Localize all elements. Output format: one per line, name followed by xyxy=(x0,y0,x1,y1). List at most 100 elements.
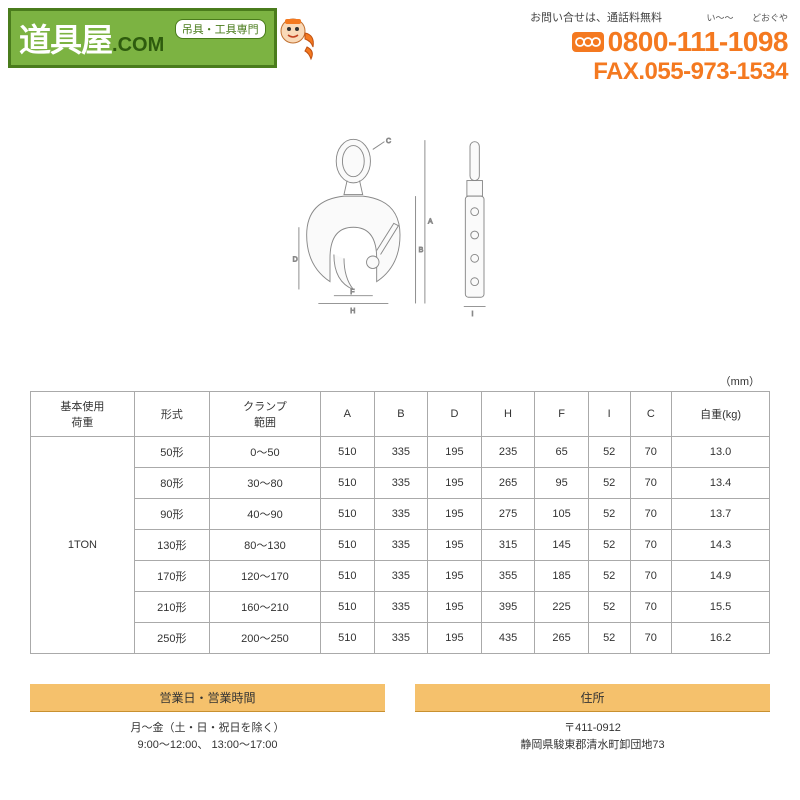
table-cell: 335 xyxy=(374,592,428,623)
table-cell: 200〜250 xyxy=(209,623,320,654)
table-cell: 335 xyxy=(374,468,428,499)
table-header: D xyxy=(428,392,482,437)
table-cell: 13.4 xyxy=(672,468,770,499)
table-cell: 90形 xyxy=(134,499,209,530)
table-cell: 70 xyxy=(630,437,672,468)
table-row: 170形120〜170510335195355185527014.9 xyxy=(31,561,770,592)
table-cell: 105 xyxy=(535,499,589,530)
logo: 道具屋.COM 吊具・工具専門 xyxy=(8,8,321,68)
table-cell: 95 xyxy=(535,468,589,499)
table-cell: 65 xyxy=(535,437,589,468)
table-row: 250形200〜250510335195435265527016.2 xyxy=(31,623,770,654)
table-cell: 70 xyxy=(630,592,672,623)
table-cell: 265 xyxy=(535,623,589,654)
table-row: 90形40〜90510335195275105527013.7 xyxy=(31,499,770,530)
table-cell: 510 xyxy=(321,530,375,561)
table-row: 210形160〜210510335195395225527015.5 xyxy=(31,592,770,623)
table-cell: 52 xyxy=(588,561,630,592)
address-block: 住所 〒411-0912 静岡県駿東郡清水町卸団地73 xyxy=(415,684,770,761)
table-cell: 435 xyxy=(481,623,535,654)
table-cell: 50形 xyxy=(134,437,209,468)
table-cell: 80〜130 xyxy=(209,530,320,561)
table-cell: 16.2 xyxy=(672,623,770,654)
svg-text:H: H xyxy=(350,308,355,315)
table-header: A xyxy=(321,392,375,437)
table-cell: 210形 xyxy=(134,592,209,623)
table-cell: 14.9 xyxy=(672,561,770,592)
table-cell: 510 xyxy=(321,499,375,530)
table-cell: 130形 xyxy=(134,530,209,561)
table-cell: 170形 xyxy=(134,561,209,592)
table-cell: 70 xyxy=(630,530,672,561)
phone-ruby-right: どおぐや xyxy=(752,13,788,23)
logo-com: .COM xyxy=(112,34,164,56)
table-cell: 250形 xyxy=(134,623,209,654)
table-header: B xyxy=(374,392,428,437)
address-heading: 住所 xyxy=(415,684,770,712)
table-cell: 225 xyxy=(535,592,589,623)
table-cell: 70 xyxy=(630,561,672,592)
hours-line1: 月〜金（土・日・祝日を除く） xyxy=(30,720,385,737)
table-cell: 335 xyxy=(374,499,428,530)
table-cell: 265 xyxy=(481,468,535,499)
hours-line2: 9:00〜12:00、 13:00〜17:00 xyxy=(30,737,385,754)
svg-text:C: C xyxy=(386,138,391,145)
table-cell: 40〜90 xyxy=(209,499,320,530)
unit-label: （mm） xyxy=(0,373,800,389)
contact-block: お問い合せは、通話料無料 い〜〜 どおぐや 0800-111-1098 FAX.… xyxy=(530,8,788,86)
table-cell: 0〜50 xyxy=(209,437,320,468)
table-cell: 335 xyxy=(374,437,428,468)
table-cell: 195 xyxy=(428,468,482,499)
table-cell: 510 xyxy=(321,623,375,654)
product-diagram: F H D B A C I xyxy=(0,110,800,365)
table-cell: 145 xyxy=(535,530,589,561)
table-header: C xyxy=(630,392,672,437)
table-cell: 335 xyxy=(374,623,428,654)
table-cell: 275 xyxy=(481,499,535,530)
hours-heading: 営業日・営業時間 xyxy=(30,684,385,712)
table-cell: 52 xyxy=(588,499,630,530)
table-cell: 195 xyxy=(428,437,482,468)
table-cell: 195 xyxy=(428,561,482,592)
table-row: 130形80〜130510335195315145527014.3 xyxy=(31,530,770,561)
logo-subtitle: 吊具・工具専門 xyxy=(175,19,266,39)
table-cell: 120〜170 xyxy=(209,561,320,592)
table-cell: 510 xyxy=(321,561,375,592)
logo-main: 道具屋 xyxy=(19,22,112,58)
mascot-icon xyxy=(271,13,321,63)
table-cell: 52 xyxy=(588,623,630,654)
table-cell: 160〜210 xyxy=(209,592,320,623)
table-header: H xyxy=(481,392,535,437)
table-cell: 195 xyxy=(428,623,482,654)
table-cell: 52 xyxy=(588,468,630,499)
table-header: I xyxy=(588,392,630,437)
table-row: 80形30〜8051033519526595527013.4 xyxy=(31,468,770,499)
table-cell: 315 xyxy=(481,530,535,561)
freedial-icon xyxy=(572,32,604,52)
svg-text:F: F xyxy=(350,289,354,296)
table-cell: 510 xyxy=(321,468,375,499)
table-header: 形式 xyxy=(134,392,209,437)
table-cell: 52 xyxy=(588,592,630,623)
table-cell: 15.5 xyxy=(672,592,770,623)
table-cell: 30〜80 xyxy=(209,468,320,499)
load-cell: 1TON xyxy=(31,437,135,654)
table-cell: 395 xyxy=(481,592,535,623)
address-line2: 静岡県駿東郡清水町卸団地73 xyxy=(415,737,770,754)
table-cell: 70 xyxy=(630,499,672,530)
table-cell: 510 xyxy=(321,592,375,623)
svg-text:B: B xyxy=(419,247,424,254)
hours-block: 営業日・営業時間 月〜金（土・日・祝日を除く） 9:00〜12:00、 13:0… xyxy=(30,684,385,761)
table-cell: 80形 xyxy=(134,468,209,499)
spec-table: 基本使用荷重形式クランプ範囲ABDHFIC自重(kg) 1TON50形0〜505… xyxy=(30,391,770,654)
address-line1: 〒411-0912 xyxy=(415,720,770,737)
phone-ruby-left: い〜〜 xyxy=(707,13,734,23)
table-header: 自重(kg) xyxy=(672,392,770,437)
table-cell: 52 xyxy=(588,530,630,561)
table-cell: 185 xyxy=(535,561,589,592)
table-cell: 70 xyxy=(630,623,672,654)
table-header: クランプ範囲 xyxy=(209,392,320,437)
table-cell: 235 xyxy=(481,437,535,468)
table-header: 基本使用荷重 xyxy=(31,392,135,437)
table-cell: 52 xyxy=(588,437,630,468)
